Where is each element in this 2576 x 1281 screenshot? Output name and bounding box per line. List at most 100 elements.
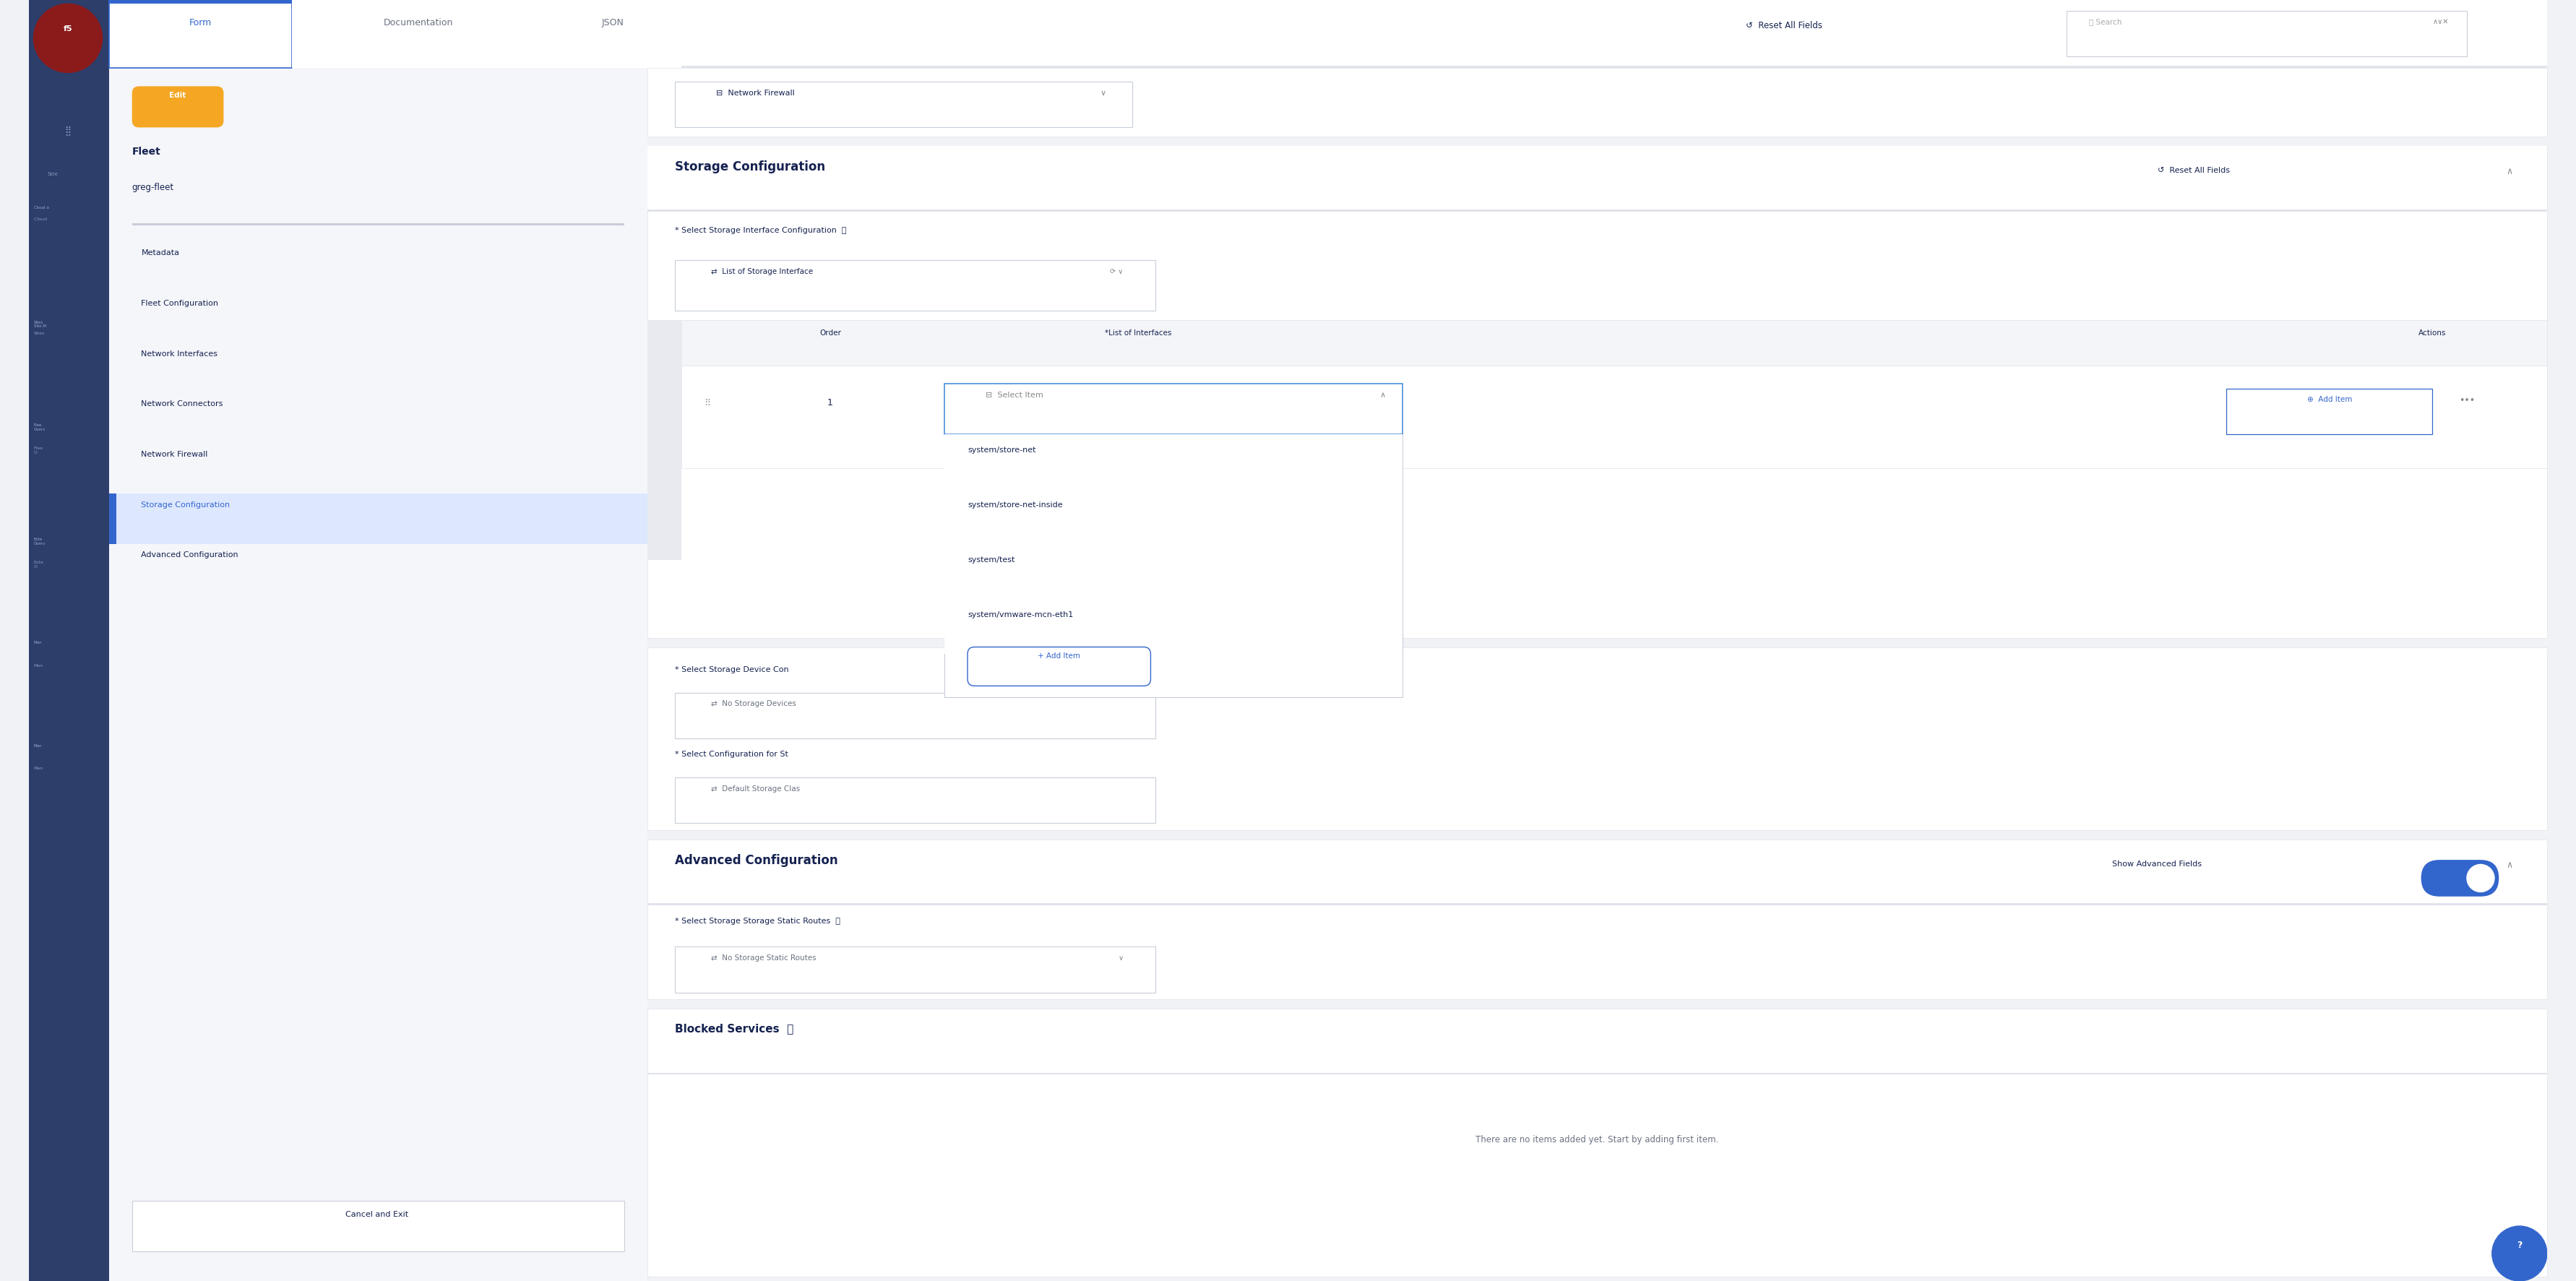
Bar xyxy=(647,69,2548,1281)
Text: Network Connectors: Network Connectors xyxy=(142,400,224,407)
Text: Show Advanced Fields: Show Advanced Fields xyxy=(2112,860,2202,867)
Circle shape xyxy=(33,5,103,73)
Text: ↺  Reset All Fields: ↺ Reset All Fields xyxy=(2159,167,2231,174)
Text: ?: ? xyxy=(2517,1240,2522,1249)
Text: ⊕  Add Item: ⊕ Add Item xyxy=(2308,396,2352,404)
Bar xyxy=(131,1202,623,1252)
Text: ⊟  Network Firewall: ⊟ Network Firewall xyxy=(716,90,793,96)
Bar xyxy=(544,0,683,69)
Text: Exte
O: Exte O xyxy=(33,561,44,569)
Text: * Select Storage Interface Configuration  ⓘ: * Select Storage Interface Configuration… xyxy=(675,227,845,233)
FancyBboxPatch shape xyxy=(131,87,224,128)
Text: Edit: Edit xyxy=(170,91,185,99)
Bar xyxy=(675,693,1154,739)
Text: ⣿: ⣿ xyxy=(64,126,72,136)
Bar xyxy=(647,320,683,561)
Bar xyxy=(683,366,2548,469)
Text: f5: f5 xyxy=(64,26,72,32)
Bar xyxy=(675,947,1154,993)
Text: Metadata: Metadata xyxy=(142,250,180,256)
FancyBboxPatch shape xyxy=(2421,860,2499,897)
Text: ↺  Reset All Fields: ↺ Reset All Fields xyxy=(1747,20,1821,29)
Text: + Add Item: + Add Item xyxy=(1038,652,1079,660)
Bar xyxy=(945,600,1401,655)
Bar xyxy=(2066,12,2468,58)
Text: ⇄  List of Storage Interface: ⇄ List of Storage Interface xyxy=(711,268,814,275)
Text: Form: Form xyxy=(191,18,211,28)
Bar xyxy=(945,384,1401,434)
Bar xyxy=(675,261,1154,311)
Text: Flee
Overv: Flee Overv xyxy=(33,423,46,430)
Text: Actions: Actions xyxy=(2419,329,2447,337)
Text: Cancel and Exit: Cancel and Exit xyxy=(345,1211,410,1217)
Text: ⟳ ∨: ⟳ ∨ xyxy=(1110,268,1123,275)
Bar xyxy=(647,146,2548,638)
Text: system/store-net-inside: system/store-net-inside xyxy=(969,501,1064,509)
Bar xyxy=(108,0,291,5)
Bar xyxy=(945,544,1401,600)
Bar xyxy=(108,494,116,544)
Bar xyxy=(108,0,2548,69)
Text: Order: Order xyxy=(819,329,840,337)
Text: * Select Storage Storage Static Routes  ⓘ: * Select Storage Storage Static Routes ⓘ xyxy=(675,917,840,925)
Text: Network Firewall: Network Firewall xyxy=(142,451,209,457)
Text: Documentation: Documentation xyxy=(384,18,453,28)
Bar xyxy=(28,0,108,1281)
Text: There are no items added yet. Start by adding first item.: There are no items added yet. Start by a… xyxy=(1476,1135,1718,1144)
Text: ∨: ∨ xyxy=(1118,954,1123,961)
Text: JSON: JSON xyxy=(603,18,623,28)
Bar xyxy=(945,434,1401,489)
Text: Sites
Site M: Sites Site M xyxy=(33,320,46,328)
Text: Cloud: Cloud xyxy=(33,218,49,220)
Text: Fleet Configuration: Fleet Configuration xyxy=(142,300,219,307)
Bar xyxy=(2226,389,2432,434)
Text: Storage Configuration: Storage Configuration xyxy=(142,501,229,509)
Bar xyxy=(647,1008,2548,1276)
Text: Man: Man xyxy=(33,743,41,747)
Bar xyxy=(647,903,2548,906)
Text: Fleet: Fleet xyxy=(131,146,160,156)
Bar xyxy=(647,839,2548,999)
Text: Man: Man xyxy=(33,766,44,770)
Bar xyxy=(675,778,1154,824)
Text: ⊟  Select Item: ⊟ Select Item xyxy=(987,391,1043,398)
Bar xyxy=(647,647,2548,830)
Text: * Select Configuration for St: * Select Configuration for St xyxy=(675,751,788,757)
Text: greg-fleet: greg-fleet xyxy=(131,183,175,192)
Text: ∧∨✕: ∧∨✕ xyxy=(2432,18,2450,26)
Text: *List of Interfaces: *List of Interfaces xyxy=(1105,329,1172,337)
Text: Sele: Sele xyxy=(46,172,59,175)
Bar xyxy=(108,0,291,69)
Text: Man: Man xyxy=(33,640,41,644)
Text: Flee
O: Flee O xyxy=(33,446,44,453)
Text: •••: ••• xyxy=(2460,396,2476,405)
Text: ⠿: ⠿ xyxy=(703,398,711,407)
Text: Storage Configuration: Storage Configuration xyxy=(675,160,824,173)
Bar xyxy=(108,0,647,1281)
Text: Exte
Overv: Exte Overv xyxy=(33,538,46,546)
Text: Advanced Configuration: Advanced Configuration xyxy=(675,853,837,866)
Text: ∨: ∨ xyxy=(1100,90,1105,96)
Bar xyxy=(675,82,1133,128)
Bar xyxy=(647,210,2548,213)
Circle shape xyxy=(2491,1226,2548,1281)
Bar xyxy=(131,224,623,225)
Bar xyxy=(647,146,2548,210)
Text: Man: Man xyxy=(33,664,44,667)
Text: Network Interfaces: Network Interfaces xyxy=(142,350,219,357)
Bar xyxy=(108,494,647,544)
Text: ⇄  No Storage Devices: ⇄ No Storage Devices xyxy=(711,699,796,707)
Bar xyxy=(108,67,2548,69)
Text: ∧: ∧ xyxy=(2506,860,2512,870)
Text: Advanced Configuration: Advanced Configuration xyxy=(142,551,240,559)
Text: ⇄  Default Storage Clas: ⇄ Default Storage Clas xyxy=(711,784,801,792)
Text: Cloud a: Cloud a xyxy=(33,206,49,210)
Bar xyxy=(683,320,2548,366)
Text: 🔍 Search: 🔍 Search xyxy=(2089,18,2123,26)
Bar xyxy=(291,0,544,69)
Text: 1: 1 xyxy=(827,398,832,407)
Text: system/vmware-mcn-eth1: system/vmware-mcn-eth1 xyxy=(969,611,1074,617)
Text: ⇄  No Storage Static Routes: ⇄ No Storage Static Routes xyxy=(711,954,817,961)
Text: Blocked Services  ⓘ: Blocked Services ⓘ xyxy=(675,1022,793,1034)
Bar xyxy=(945,489,1401,544)
